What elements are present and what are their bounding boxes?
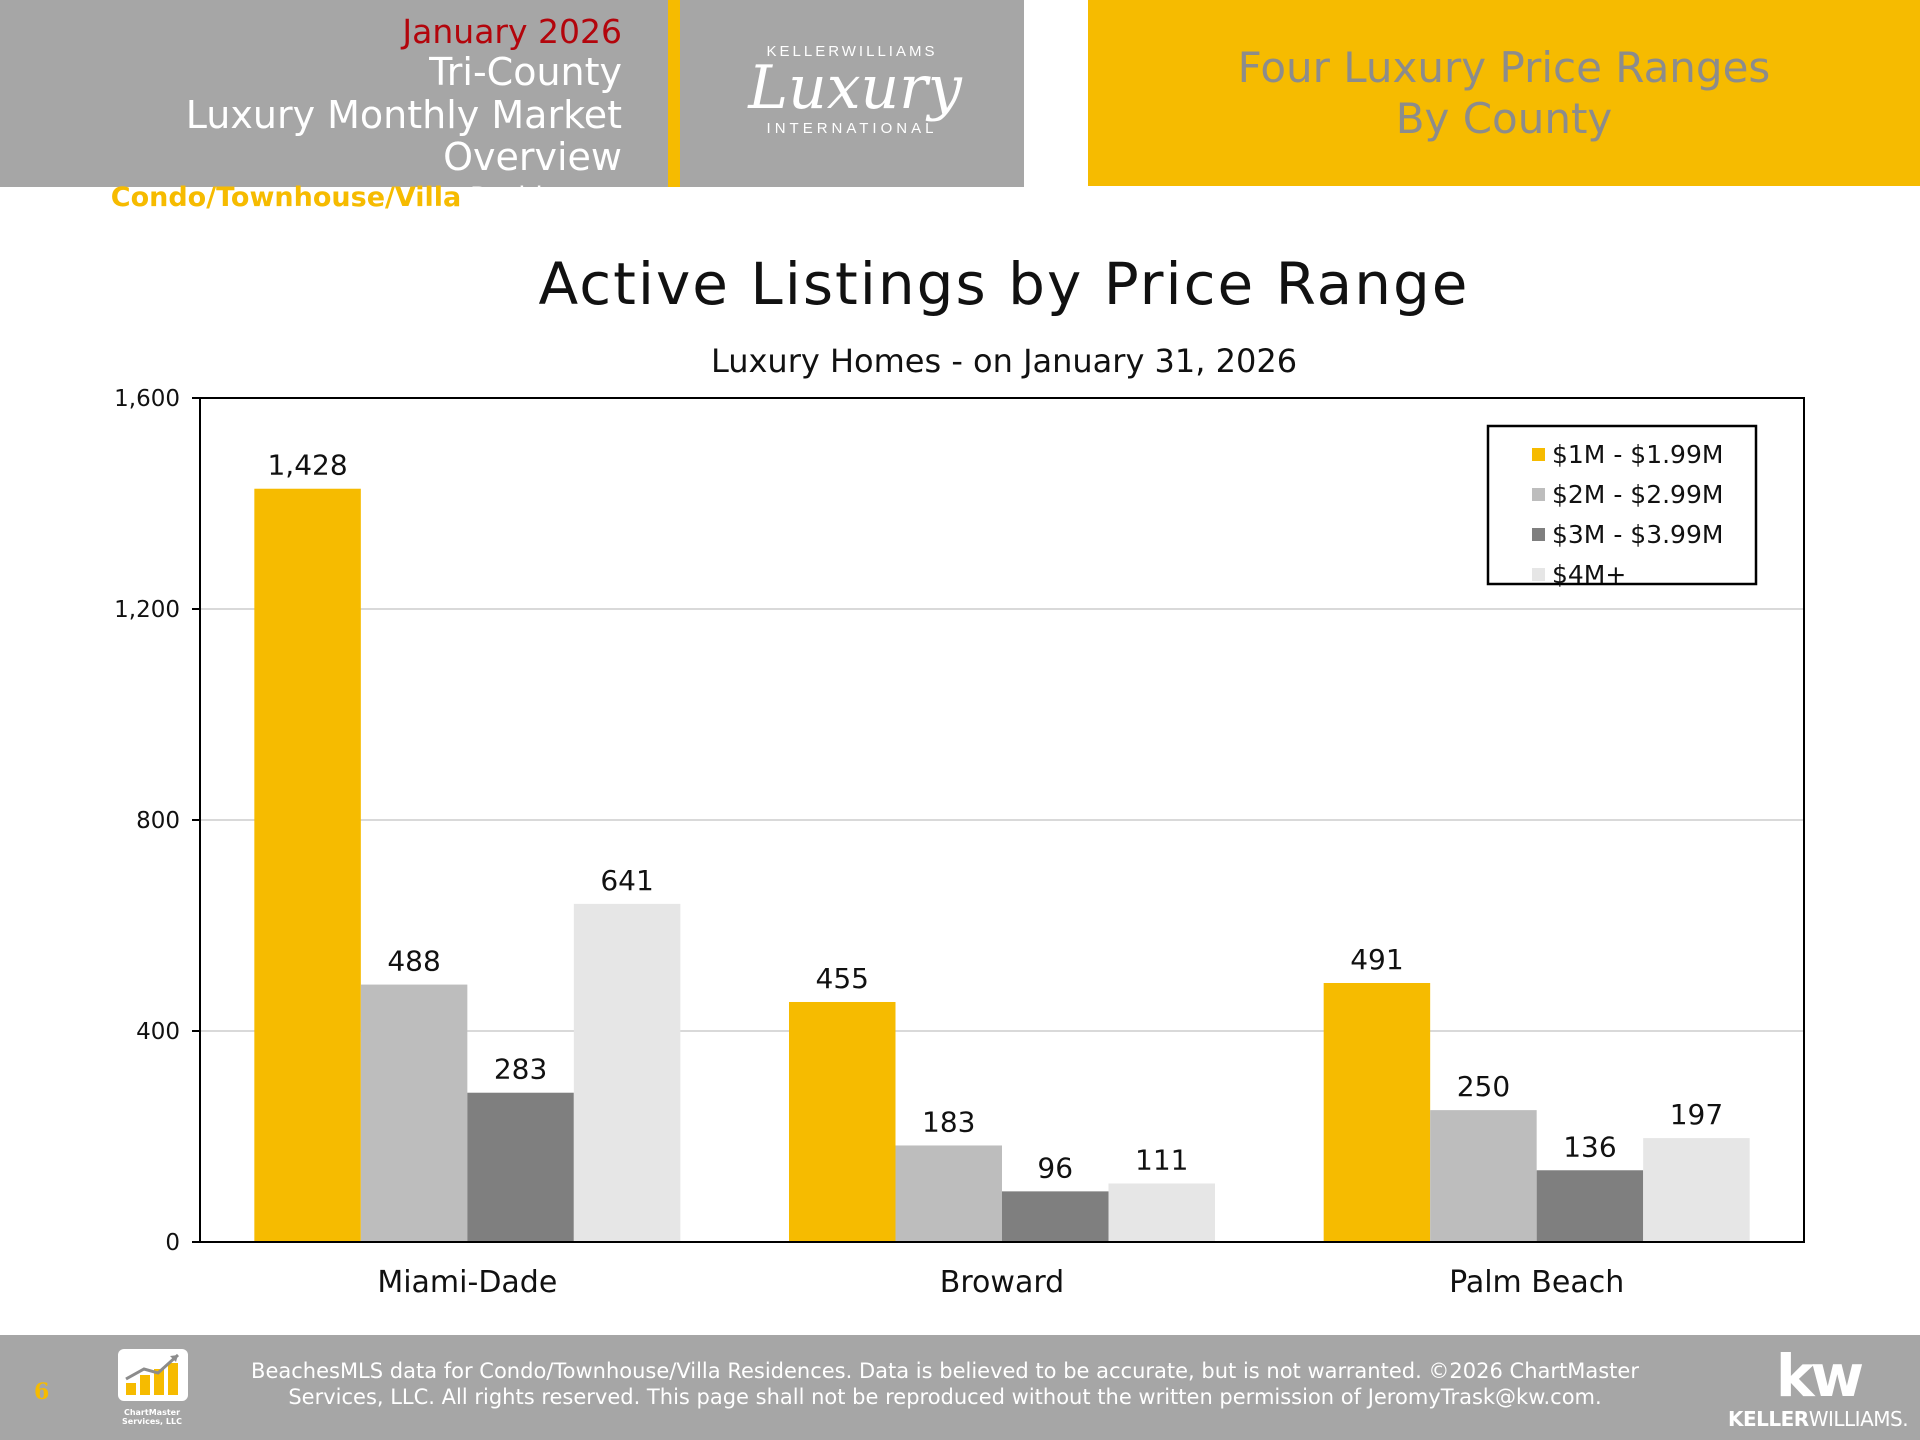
- kw-wordmark: KELLERWILLIAMS.: [1728, 1407, 1909, 1431]
- page-number: 6: [34, 1379, 50, 1405]
- section-title-line1: Four Luxury Price Ranges: [1237, 42, 1771, 92]
- legend-swatch: [1532, 568, 1545, 581]
- bar-chart: 0 400 800 1,200 1,600 1,428 488 283 641 Miami-Dad…: [114, 386, 1805, 1300]
- report-title: Luxury Monthly Market Overview: [185, 92, 622, 180]
- bar-value-label: 111: [1135, 1143, 1188, 1176]
- bar: [573, 903, 681, 1242]
- bar: [1536, 1170, 1644, 1242]
- region-label: Tri-County: [429, 49, 622, 94]
- bar-value-label: 1,428: [267, 449, 347, 482]
- kw-word-bold: KELLER: [1728, 1407, 1809, 1431]
- logo-brand-top: KELLERWILLIAMS: [767, 43, 938, 60]
- bar: [1323, 982, 1431, 1242]
- bar: [1430, 1110, 1537, 1242]
- chartmaster-name: ChartMaster Services, LLC: [112, 1408, 192, 1427]
- bar-value-label: 183: [922, 1105, 975, 1138]
- section-title-line2: By County: [1395, 94, 1613, 143]
- plot-frame: [199, 397, 1805, 1243]
- bar: [1108, 1183, 1215, 1242]
- legend-label: $3M - $3.99M: [1552, 520, 1723, 549]
- y-tick-label: 400: [136, 1019, 180, 1045]
- property-suffix: Residences: [469, 181, 622, 213]
- bar-value-label: 491: [1350, 943, 1403, 976]
- disclaimer-line2: Services, LLC. All rights reserved. This…: [288, 1385, 1602, 1410]
- chartmaster-line2: Services, LLC: [122, 1416, 182, 1426]
- category-label: Palm Beach: [1449, 1265, 1624, 1300]
- bar: [360, 984, 468, 1242]
- legend-swatch: [1532, 448, 1545, 461]
- disclaimer-line1: BeachesMLS data for Condo/Townhouse/Vill…: [251, 1359, 1639, 1383]
- bar-value-label: 136: [1563, 1130, 1616, 1163]
- header-title-block: January 2026 Tri-County Luxury Monthly M…: [0, 0, 668, 212]
- legend-label: $1M - $1.99M: [1552, 440, 1723, 469]
- keller-williams-logo: kw KELLERWILLIAMS.: [1728, 1342, 1909, 1431]
- bar-value-label: 250: [1457, 1070, 1510, 1103]
- bar-value-label: 455: [816, 962, 869, 995]
- legend-label: $4M+: [1552, 560, 1626, 589]
- y-tick-label: 1,600: [114, 386, 180, 412]
- bar: [789, 1001, 896, 1242]
- bar: [254, 488, 361, 1243]
- legend-swatch: [1532, 528, 1545, 541]
- kw-word-rest: WILLIAMS.: [1808, 1407, 1909, 1431]
- bar-value-label: 197: [1670, 1098, 1723, 1131]
- category-label: Miami-Dade: [377, 1265, 557, 1300]
- bar: [895, 1145, 1002, 1242]
- chartmaster-logo-icon: [118, 1349, 188, 1401]
- bar-value-label: 283: [494, 1053, 547, 1086]
- section-title-banner: Four Luxury Price Ranges By County: [1088, 0, 1920, 186]
- property-type: Condo/Townhouse/Villa: [110, 181, 462, 213]
- logo-brand-bottom: INTERNATIONAL: [767, 120, 938, 137]
- chart-subtitle: Luxury Homes - on January 31, 2026: [710, 342, 1298, 380]
- bar-value-label: 641: [600, 864, 653, 897]
- y-tick-label: 800: [136, 808, 180, 834]
- y-tick-label: 1,200: [114, 597, 180, 623]
- bar-value-label: 488: [387, 945, 440, 978]
- disclaimer: BeachesMLS data for Condo/Townhouse/Vill…: [220, 1358, 1670, 1410]
- bar: [467, 1092, 574, 1242]
- property-type-line: Condo/Townhouse/Villa Residences: [0, 181, 622, 213]
- bar-value-label: 96: [1037, 1151, 1073, 1184]
- logo-brand-script: Luxury: [747, 53, 963, 123]
- chartmaster-line1: ChartMaster: [123, 1408, 181, 1417]
- report-date: January 2026: [402, 12, 622, 51]
- y-tick-label: 0: [165, 1230, 180, 1256]
- bar: [1002, 1191, 1109, 1242]
- category-label: Broward: [940, 1265, 1064, 1300]
- kw-luxury-logo: KELLERWILLIAMS Luxury INTERNATIONAL: [680, 0, 1024, 187]
- footer: 6 ChartMaster Services, LLC BeachesMLS d…: [0, 1335, 1920, 1440]
- header-gold-divider: [668, 0, 680, 187]
- legend-swatch: [1532, 488, 1545, 501]
- legend-label: $2M - $2.99M: [1552, 480, 1723, 509]
- chart-title: Active Listings by Price Range: [538, 250, 1470, 318]
- kw-mark: kw: [1775, 1342, 1864, 1410]
- bar: [1643, 1138, 1750, 1242]
